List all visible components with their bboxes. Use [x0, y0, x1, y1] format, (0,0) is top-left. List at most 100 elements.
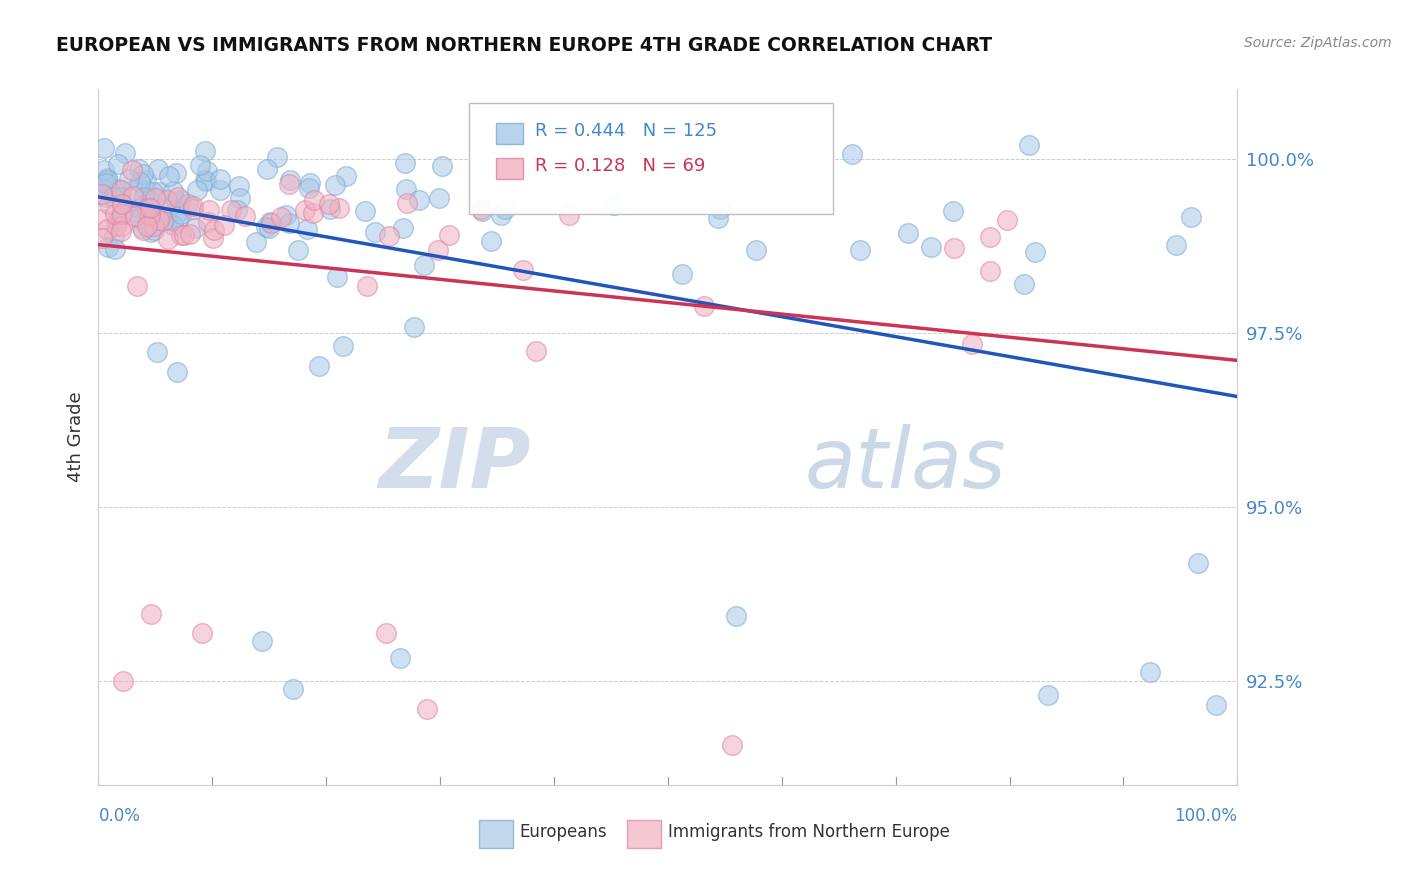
- Point: [489, 208, 512, 222]
- Point: [671, 268, 693, 282]
- Point: [165, 194, 187, 209]
- Point: [143, 219, 166, 233]
- Point: [93, 163, 115, 178]
- Point: [494, 202, 516, 217]
- Point: [259, 215, 281, 229]
- Point: [96, 222, 118, 236]
- Point: [156, 194, 179, 208]
- Point: [1187, 557, 1209, 571]
- Point: [108, 190, 131, 204]
- Point: [326, 270, 349, 285]
- Point: [276, 208, 298, 222]
- Point: [96, 189, 118, 203]
- Point: [226, 202, 249, 217]
- Point: [194, 144, 217, 158]
- Point: [479, 234, 502, 248]
- Point: [707, 211, 730, 225]
- Text: ZIP: ZIP: [378, 425, 531, 506]
- Point: [995, 213, 1018, 227]
- Point: [153, 212, 176, 227]
- Point: [107, 157, 129, 171]
- FancyBboxPatch shape: [468, 103, 832, 214]
- Point: [146, 345, 169, 359]
- Point: [111, 219, 134, 234]
- Point: [125, 205, 148, 219]
- Point: [165, 166, 187, 180]
- Point: [841, 146, 863, 161]
- Point: [94, 177, 117, 191]
- Point: [190, 158, 212, 172]
- Point: [121, 163, 143, 178]
- Point: [724, 608, 747, 623]
- Point: [254, 220, 277, 235]
- Point: [135, 173, 157, 187]
- Point: [128, 161, 150, 176]
- Point: [1139, 665, 1161, 679]
- Point: [319, 202, 342, 217]
- Point: [208, 183, 231, 197]
- Point: [299, 176, 322, 190]
- Point: [395, 182, 418, 196]
- Point: [302, 193, 325, 207]
- Point: [124, 209, 146, 223]
- Point: [402, 320, 425, 334]
- Point: [471, 203, 494, 218]
- Point: [131, 221, 153, 235]
- Point: [208, 171, 231, 186]
- Point: [148, 213, 170, 227]
- Point: [250, 634, 273, 648]
- Point: [138, 194, 160, 208]
- Point: [132, 197, 155, 211]
- Point: [408, 193, 430, 207]
- Point: [139, 225, 162, 239]
- Text: 0.0%: 0.0%: [98, 807, 141, 825]
- Point: [745, 244, 768, 258]
- Point: [281, 681, 304, 696]
- Point: [110, 224, 132, 238]
- Point: [141, 196, 163, 211]
- Point: [157, 169, 180, 184]
- Point: [90, 212, 112, 227]
- Point: [162, 218, 184, 232]
- Point: [897, 226, 920, 240]
- Point: [512, 263, 534, 277]
- Point: [177, 197, 200, 211]
- Point: [287, 243, 309, 257]
- Point: [173, 228, 195, 243]
- Point: [298, 181, 321, 195]
- Text: R = 0.128   N = 69: R = 0.128 N = 69: [534, 157, 704, 175]
- Point: [394, 156, 416, 170]
- Point: [294, 202, 316, 217]
- Point: [558, 208, 581, 222]
- Point: [103, 229, 125, 244]
- Text: Europeans: Europeans: [520, 823, 607, 841]
- Point: [135, 219, 157, 233]
- Point: [328, 201, 350, 215]
- Point: [318, 197, 340, 211]
- Point: [201, 231, 224, 245]
- Text: EUROPEAN VS IMMIGRANTS FROM NORTHERN EUROPE 4TH GRADE CORRELATION CHART: EUROPEAN VS IMMIGRANTS FROM NORTHERN EUR…: [56, 36, 993, 54]
- Point: [430, 159, 453, 173]
- Point: [416, 702, 439, 716]
- Point: [709, 202, 731, 217]
- Point: [228, 179, 250, 194]
- Point: [194, 173, 217, 187]
- Point: [356, 278, 378, 293]
- Point: [128, 175, 150, 189]
- Point: [121, 183, 143, 197]
- Point: [181, 199, 204, 213]
- Point: [104, 219, 127, 233]
- Point: [162, 195, 184, 210]
- FancyBboxPatch shape: [496, 123, 523, 145]
- Text: R = 0.444   N = 125: R = 0.444 N = 125: [534, 122, 717, 140]
- Point: [427, 243, 450, 257]
- Point: [132, 190, 155, 204]
- Point: [90, 231, 112, 245]
- Point: [167, 212, 190, 227]
- Point: [197, 215, 219, 229]
- Text: Immigrants from Northern Europe: Immigrants from Northern Europe: [668, 823, 949, 841]
- Point: [111, 197, 134, 211]
- Point: [228, 191, 250, 205]
- Point: [162, 184, 184, 198]
- Point: [378, 228, 401, 243]
